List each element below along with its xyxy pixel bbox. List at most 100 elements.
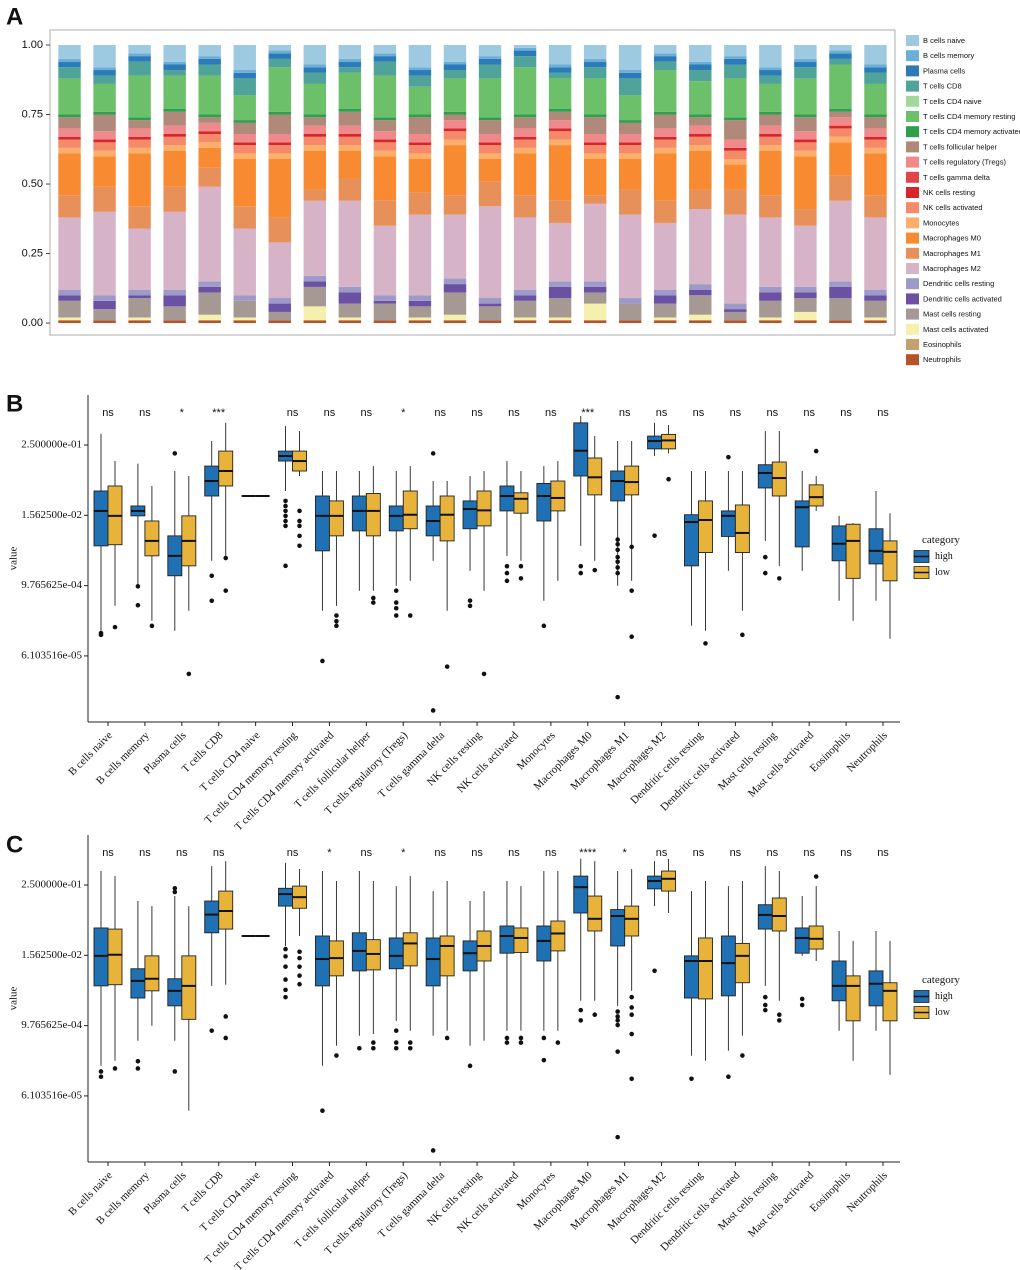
outlier: [615, 1009, 620, 1014]
outlier: [467, 1063, 473, 1069]
bar-segment: [548, 298, 572, 318]
box: [365, 493, 381, 537]
bar-segment: [478, 153, 502, 160]
legend-label: Macrophages M0: [923, 234, 981, 243]
outlier: [592, 1012, 598, 1018]
panel-label: C: [6, 831, 23, 858]
legend-label: Eosinophils: [923, 340, 962, 349]
bar-segment: [548, 111, 572, 121]
bar-segment: [443, 78, 467, 112]
bar-segment: [724, 164, 747, 190]
bar-segment: [373, 303, 397, 321]
bar-segment: [268, 111, 291, 115]
bar-segment: [443, 284, 467, 293]
legend-label: Neutrophils: [923, 355, 961, 364]
bar-segment: [408, 70, 432, 76]
box: [882, 540, 898, 582]
box: [734, 942, 750, 984]
y-tick-label: 1.562500e-02: [21, 949, 82, 961]
bar-segment: [864, 128, 887, 137]
box: [402, 490, 418, 530]
bar-segment: [829, 50, 852, 54]
bar-segment: [338, 303, 362, 318]
significance-label: *: [327, 847, 332, 859]
bar-segment: [864, 300, 887, 318]
bar-segment: [724, 147, 747, 151]
legend-swatch: [906, 263, 919, 274]
bar-segment: [93, 295, 116, 301]
bar-segment: [689, 150, 712, 190]
bar-segment: [58, 128, 81, 137]
bar-segment: [759, 133, 782, 137]
legend-swatch: [906, 308, 919, 320]
panel-label: B: [6, 390, 23, 417]
significance-label: ns: [656, 847, 668, 859]
bar-segment: [408, 114, 432, 118]
bar-segment: [829, 53, 852, 59]
bar-segment: [338, 200, 362, 287]
bar-segment: [408, 45, 432, 68]
box: [550, 480, 566, 512]
box: [536, 482, 552, 522]
bar-segment: [829, 175, 852, 201]
outlier: [481, 671, 487, 677]
bar-segment: [163, 150, 186, 187]
bar-segment: [268, 67, 291, 112]
box: [794, 500, 810, 548]
legend-swatch: [906, 293, 919, 305]
legend-swatch: [906, 247, 919, 259]
bar-segment: [268, 114, 291, 134]
bar-segment: [794, 286, 817, 293]
outlier: [629, 588, 634, 593]
bar-segment: [548, 320, 572, 324]
bar-segment: [478, 120, 502, 134]
outlier: [283, 977, 288, 982]
bar-segment: [303, 200, 327, 276]
bar-segment: [689, 64, 712, 71]
bar-segment: [128, 136, 151, 140]
bar-segment: [443, 45, 467, 62]
bar-segment: [724, 45, 747, 57]
bar-segment: [58, 195, 81, 218]
bar-segment: [618, 145, 642, 154]
bar-segment: [794, 45, 817, 59]
y-tick-label: 6.103516e-05: [21, 1089, 82, 1101]
bar-segment: [128, 147, 151, 154]
bar-segment: [654, 295, 677, 304]
bar-segment: [303, 136, 327, 146]
bar-segment: [478, 181, 502, 207]
x-tick-label: T cells gamma delta: [376, 1169, 447, 1240]
bar-segment: [443, 111, 467, 115]
outlier: [371, 1045, 376, 1051]
bar-segment: [794, 209, 817, 226]
box: [204, 900, 220, 934]
box: [499, 925, 515, 954]
bar-segment: [864, 320, 887, 324]
bar-segment: [689, 189, 712, 210]
bar-segment: [618, 78, 642, 96]
bar-segment: [373, 295, 397, 301]
bar-segment: [58, 139, 81, 148]
bar-segment: [513, 300, 537, 318]
bar-segment: [408, 317, 432, 321]
outlier: [578, 570, 584, 576]
significance-label: ns: [877, 847, 889, 859]
outlier: [689, 1076, 694, 1082]
bar-segment: [233, 122, 256, 134]
bar-segment: [408, 75, 432, 87]
bar-segment: [478, 320, 502, 324]
bar-segment: [58, 153, 81, 196]
bar-segment: [58, 45, 81, 59]
bar-segment: [198, 281, 221, 287]
bar-segment: [303, 72, 327, 84]
bar-segment: [548, 317, 572, 321]
legend-swatch: [906, 354, 919, 366]
bar-segment: [163, 111, 186, 126]
significance-label: *: [180, 407, 185, 419]
bar-segment: [198, 45, 221, 57]
box: [647, 875, 663, 890]
significance-label: ns: [508, 407, 520, 419]
outlier: [762, 570, 768, 576]
bar-segment: [198, 56, 221, 59]
plot-frame: [49, 29, 896, 336]
